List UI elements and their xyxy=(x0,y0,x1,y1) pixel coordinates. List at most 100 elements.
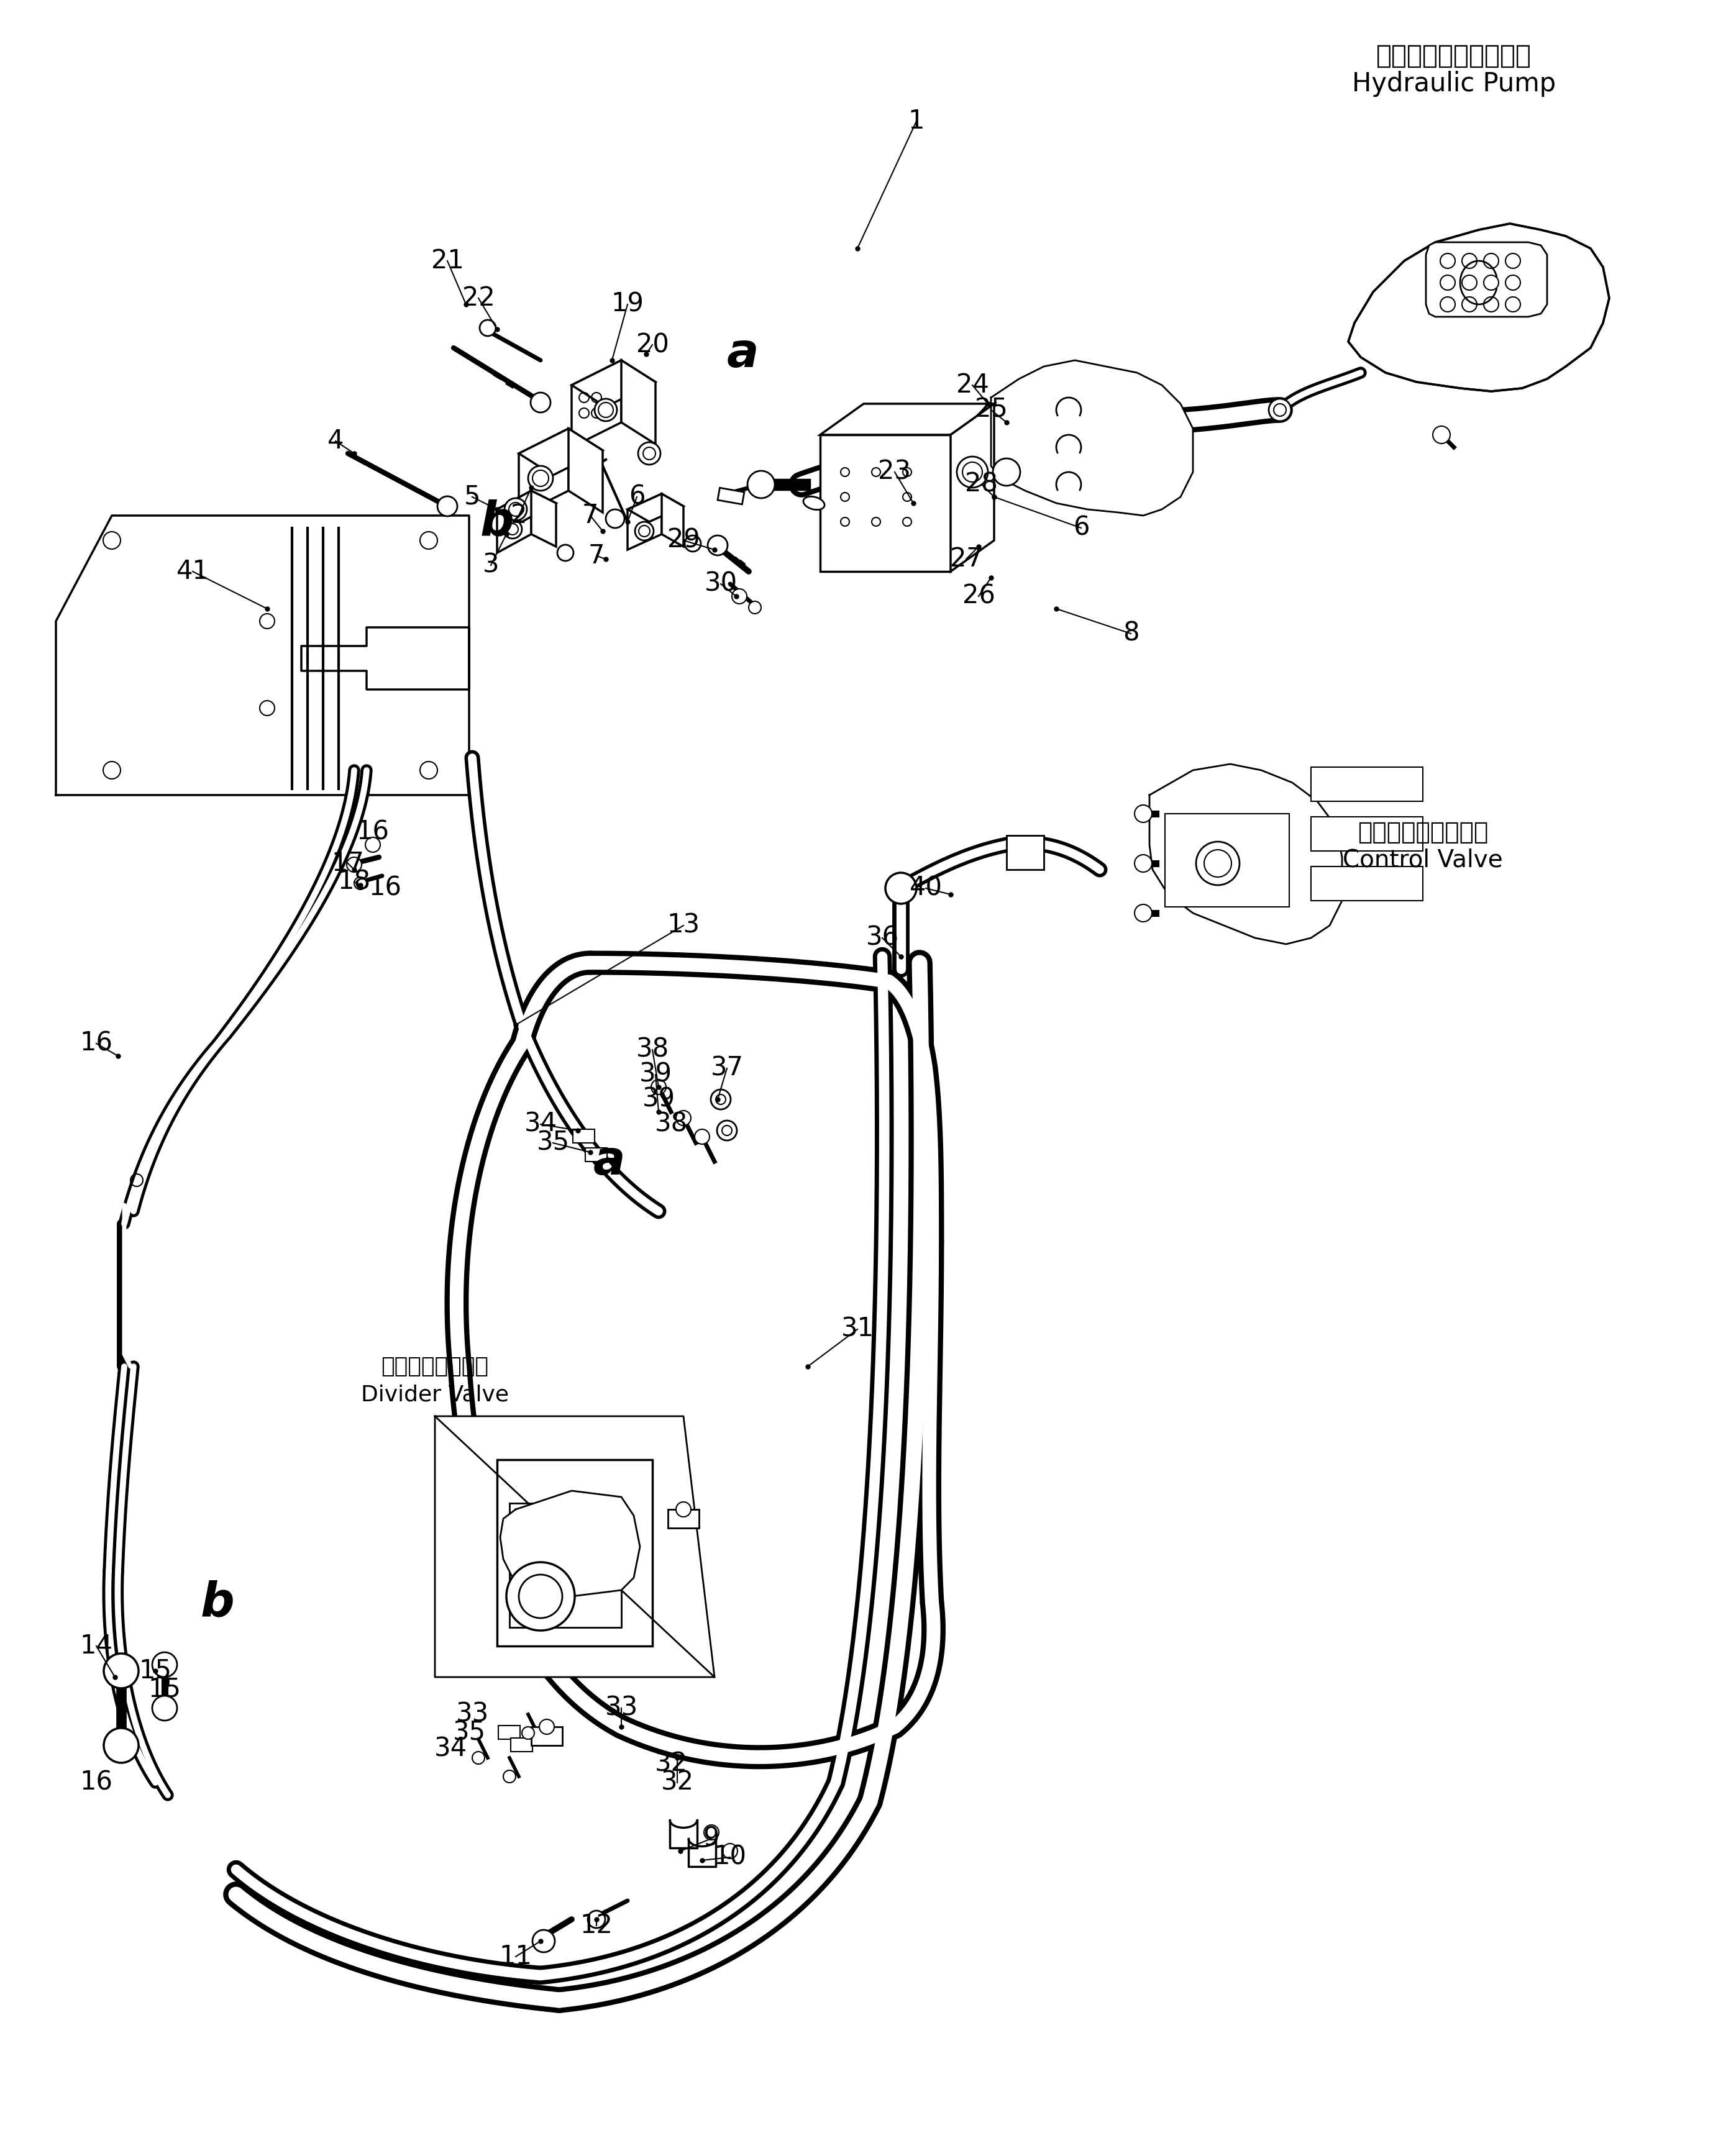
Circle shape xyxy=(1196,841,1239,886)
Circle shape xyxy=(152,1697,177,1720)
Text: 26: 26 xyxy=(962,584,995,610)
Text: 41: 41 xyxy=(177,558,209,584)
Text: 15: 15 xyxy=(138,1658,171,1684)
Text: Hydraulic Pump: Hydraulic Pump xyxy=(1352,71,1556,97)
Bar xyxy=(718,487,744,505)
Text: 22: 22 xyxy=(462,285,495,310)
Circle shape xyxy=(473,1751,485,1764)
Circle shape xyxy=(732,589,746,604)
Text: 38: 38 xyxy=(654,1110,687,1138)
Text: 6: 6 xyxy=(1073,515,1089,541)
Text: 32: 32 xyxy=(661,1770,694,1796)
Text: 35: 35 xyxy=(452,1720,486,1746)
Circle shape xyxy=(685,535,701,552)
Circle shape xyxy=(708,535,727,556)
Circle shape xyxy=(994,459,1020,485)
Polygon shape xyxy=(434,1416,715,1677)
Circle shape xyxy=(677,1110,691,1125)
Text: 3: 3 xyxy=(483,552,499,578)
Circle shape xyxy=(885,873,916,903)
Polygon shape xyxy=(628,494,661,550)
Text: 8: 8 xyxy=(1122,621,1139,647)
Text: 16: 16 xyxy=(80,1770,113,1796)
Circle shape xyxy=(479,319,495,336)
Polygon shape xyxy=(519,429,602,474)
Polygon shape xyxy=(497,1460,653,1645)
Circle shape xyxy=(639,442,661,464)
Polygon shape xyxy=(568,429,602,513)
Text: 25: 25 xyxy=(975,397,1007,423)
Bar xyxy=(1006,834,1044,869)
Text: 23: 23 xyxy=(878,459,911,485)
Text: 40: 40 xyxy=(909,875,942,901)
Circle shape xyxy=(722,1843,737,1858)
Circle shape xyxy=(635,522,654,541)
Circle shape xyxy=(540,1718,554,1733)
Circle shape xyxy=(711,1089,730,1110)
Text: 32: 32 xyxy=(654,1751,687,1777)
Text: 33: 33 xyxy=(455,1701,488,1727)
Circle shape xyxy=(595,399,616,420)
Polygon shape xyxy=(531,492,556,548)
Text: 21: 21 xyxy=(431,248,464,274)
Polygon shape xyxy=(500,1490,640,1595)
Text: 6: 6 xyxy=(628,483,646,511)
Text: 39: 39 xyxy=(642,1087,675,1112)
Polygon shape xyxy=(571,360,656,407)
Circle shape xyxy=(504,1770,516,1783)
Polygon shape xyxy=(820,403,994,436)
Text: 28: 28 xyxy=(966,472,999,498)
Text: 15: 15 xyxy=(149,1677,182,1703)
Text: 31: 31 xyxy=(841,1315,874,1343)
Text: 38: 38 xyxy=(635,1037,668,1063)
Bar xyxy=(1310,817,1423,852)
Bar xyxy=(1310,768,1423,802)
Circle shape xyxy=(957,457,988,487)
Circle shape xyxy=(528,466,552,492)
Text: 11: 11 xyxy=(499,1943,531,1971)
Ellipse shape xyxy=(803,496,824,509)
Text: 12: 12 xyxy=(580,1912,613,1938)
Text: a: a xyxy=(594,1138,625,1184)
Circle shape xyxy=(152,1651,177,1677)
Polygon shape xyxy=(950,403,994,571)
Circle shape xyxy=(717,1121,737,1141)
Text: b: b xyxy=(201,1580,234,1626)
Text: 37: 37 xyxy=(710,1054,743,1082)
Bar xyxy=(573,1130,595,1143)
Circle shape xyxy=(355,877,367,890)
Bar xyxy=(499,1725,519,1740)
Circle shape xyxy=(1269,399,1291,420)
Text: a: a xyxy=(727,332,758,377)
Circle shape xyxy=(1134,903,1151,923)
Text: 16: 16 xyxy=(369,875,402,901)
Text: 2: 2 xyxy=(511,502,526,528)
Circle shape xyxy=(104,1654,138,1688)
Circle shape xyxy=(365,837,381,852)
Polygon shape xyxy=(621,360,656,444)
Polygon shape xyxy=(497,492,556,522)
Polygon shape xyxy=(1348,224,1610,392)
Bar xyxy=(531,1727,563,1746)
Circle shape xyxy=(507,1563,575,1630)
Circle shape xyxy=(104,1727,138,1764)
Circle shape xyxy=(748,470,775,498)
Circle shape xyxy=(1134,854,1151,871)
Text: 4: 4 xyxy=(327,429,344,455)
Text: b: b xyxy=(479,498,514,545)
Text: Control Valve: Control Valve xyxy=(1343,849,1503,871)
Circle shape xyxy=(504,498,526,520)
Text: 16: 16 xyxy=(80,1031,113,1056)
Circle shape xyxy=(523,1727,535,1740)
Text: 27: 27 xyxy=(950,545,983,571)
Circle shape xyxy=(694,1130,710,1145)
Text: 29: 29 xyxy=(666,528,699,554)
Text: 16: 16 xyxy=(357,819,389,845)
Text: 18: 18 xyxy=(338,869,370,895)
Text: 24: 24 xyxy=(956,373,988,399)
Circle shape xyxy=(750,602,762,614)
Bar xyxy=(1310,867,1423,901)
Text: 36: 36 xyxy=(866,925,898,951)
Polygon shape xyxy=(519,429,568,515)
Polygon shape xyxy=(661,494,684,548)
